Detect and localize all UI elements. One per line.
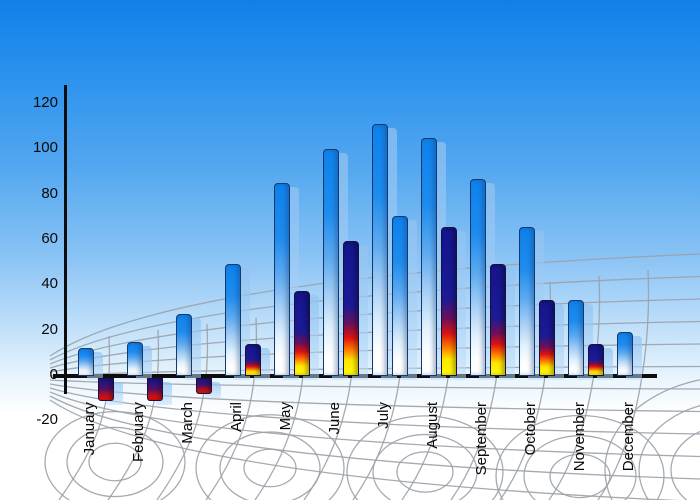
y-tick-label-120: 120 — [32, 94, 58, 111]
y-tick-label-0: 0 — [49, 365, 58, 383]
bar-august-secondary — [441, 227, 457, 376]
bar-june-primary — [323, 149, 339, 376]
y-tick-label-20: 20 — [41, 320, 58, 338]
bar-june-secondary — [343, 240, 359, 376]
bar-february-primary — [127, 341, 143, 376]
month-label-november: November — [571, 402, 588, 472]
y-tick-label-100: 100 — [32, 139, 58, 157]
bar-november-primary — [568, 300, 584, 376]
y-axis-line — [64, 85, 67, 394]
y-tick-label-80: 80 — [41, 184, 58, 202]
month-label-october: October — [522, 402, 539, 456]
month-label-july: July — [375, 402, 392, 429]
bar-may-primary — [274, 183, 290, 376]
y-tick-label--20: -20 — [36, 411, 58, 429]
bar-november-secondary — [588, 343, 604, 376]
bar-october-primary — [519, 227, 535, 376]
bar-april-primary — [225, 263, 241, 376]
bar-september-primary — [470, 178, 486, 376]
bar-february-secondary — [147, 378, 163, 401]
month-label-december: December — [620, 402, 637, 472]
bar-october-secondary — [539, 300, 555, 376]
bar-january-secondary — [98, 378, 114, 401]
month-label-march: March — [179, 402, 196, 444]
bar-april-secondary — [245, 343, 261, 376]
month-label-january: January — [81, 402, 98, 456]
bar-january-primary — [78, 348, 94, 376]
month-label-april: April — [228, 402, 245, 433]
y-tick-label-40: 40 — [41, 275, 58, 293]
bar-july-secondary — [392, 215, 408, 376]
bar-august-primary — [421, 137, 437, 376]
bar-september-secondary — [490, 263, 506, 376]
bar-december-primary — [617, 332, 633, 376]
month-label-february: February — [130, 402, 147, 463]
bar-may-secondary — [294, 291, 310, 376]
month-label-september: September — [473, 402, 490, 476]
bar-july-primary — [372, 123, 388, 376]
month-label-august: August — [424, 402, 441, 449]
bar-march-primary — [176, 314, 192, 376]
y-tick-label-60: 60 — [41, 229, 58, 247]
month-label-june: June — [326, 402, 343, 435]
bar-march-secondary — [196, 378, 212, 395]
month-label-may: May — [277, 402, 294, 431]
